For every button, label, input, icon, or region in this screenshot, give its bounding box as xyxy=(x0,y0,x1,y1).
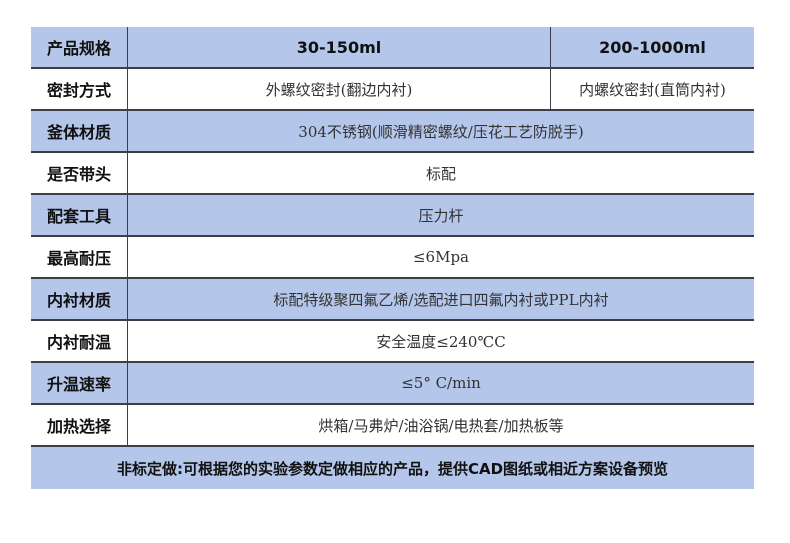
row-label: 加热选择 xyxy=(31,405,128,445)
header-row: 产品规格 30-150ml 200-1000ml xyxy=(31,27,754,69)
table-row: 最高耐压 ≤6Mpa xyxy=(31,237,754,279)
row-value: 烘箱/马弗炉/油浴锅/电热套/加热板等 xyxy=(318,416,564,435)
header-col1: 30-150ml xyxy=(128,27,551,67)
table-row: 加热选择 烘箱/马弗炉/油浴锅/电热套/加热板等 xyxy=(31,405,754,447)
row-value: ≤5° C/min xyxy=(401,374,481,392)
row-label: 升温速率 xyxy=(31,363,128,403)
row-label: 密封方式 xyxy=(31,69,128,109)
row-label: 内衬耐温 xyxy=(31,321,128,361)
custom-order-note: 非标定做:可根据您的实验参数定做相应的产品，提供CAD图纸或相近方案设备预览 xyxy=(31,447,754,489)
row-value: 标配 xyxy=(425,164,456,183)
row-label: 最高耐压 xyxy=(31,237,128,277)
row-value: 304不锈钢(顺滑精密螺纹/压花工艺防脱手) xyxy=(298,122,584,141)
row-value-col2: 内螺纹密封(直筒内衬) xyxy=(579,80,726,99)
table-row: 配套工具 压力杆 xyxy=(31,195,754,237)
row-value-col1: 外螺纹密封(翻边内衬) xyxy=(128,69,551,109)
row-label: 釜体材质 xyxy=(31,111,128,151)
row-value: 安全温度≤240℃C xyxy=(376,332,506,351)
table-row: 是否带头 标配 xyxy=(31,153,754,195)
header-col2: 200-1000ml xyxy=(599,37,706,57)
row-value: 压力杆 xyxy=(418,206,464,225)
row-label: 配套工具 xyxy=(31,195,128,235)
row-value: 标配特级聚四氟乙烯/选配进口四氟内衬或PPL内衬 xyxy=(273,290,609,309)
table-row: 升温速率 ≤5° C/min xyxy=(31,363,754,405)
row-label: 内衬材质 xyxy=(31,279,128,319)
table-row: 内衬材质 标配特级聚四氟乙烯/选配进口四氟内衬或PPL内衬 xyxy=(31,279,754,321)
row-label: 产品规格 xyxy=(31,27,128,67)
spec-table: 产品规格 30-150ml 200-1000ml 密封方式 外螺纹密封(翻边内衬… xyxy=(31,27,754,489)
row-value: ≤6Mpa xyxy=(412,248,469,266)
table-row: 密封方式 外螺纹密封(翻边内衬) 内螺纹密封(直筒内衬) xyxy=(31,69,754,111)
table-row: 釜体材质 304不锈钢(顺滑精密螺纹/压花工艺防脱手) xyxy=(31,111,754,153)
row-label: 是否带头 xyxy=(31,153,128,193)
table-row: 内衬耐温 安全温度≤240℃C xyxy=(31,321,754,363)
